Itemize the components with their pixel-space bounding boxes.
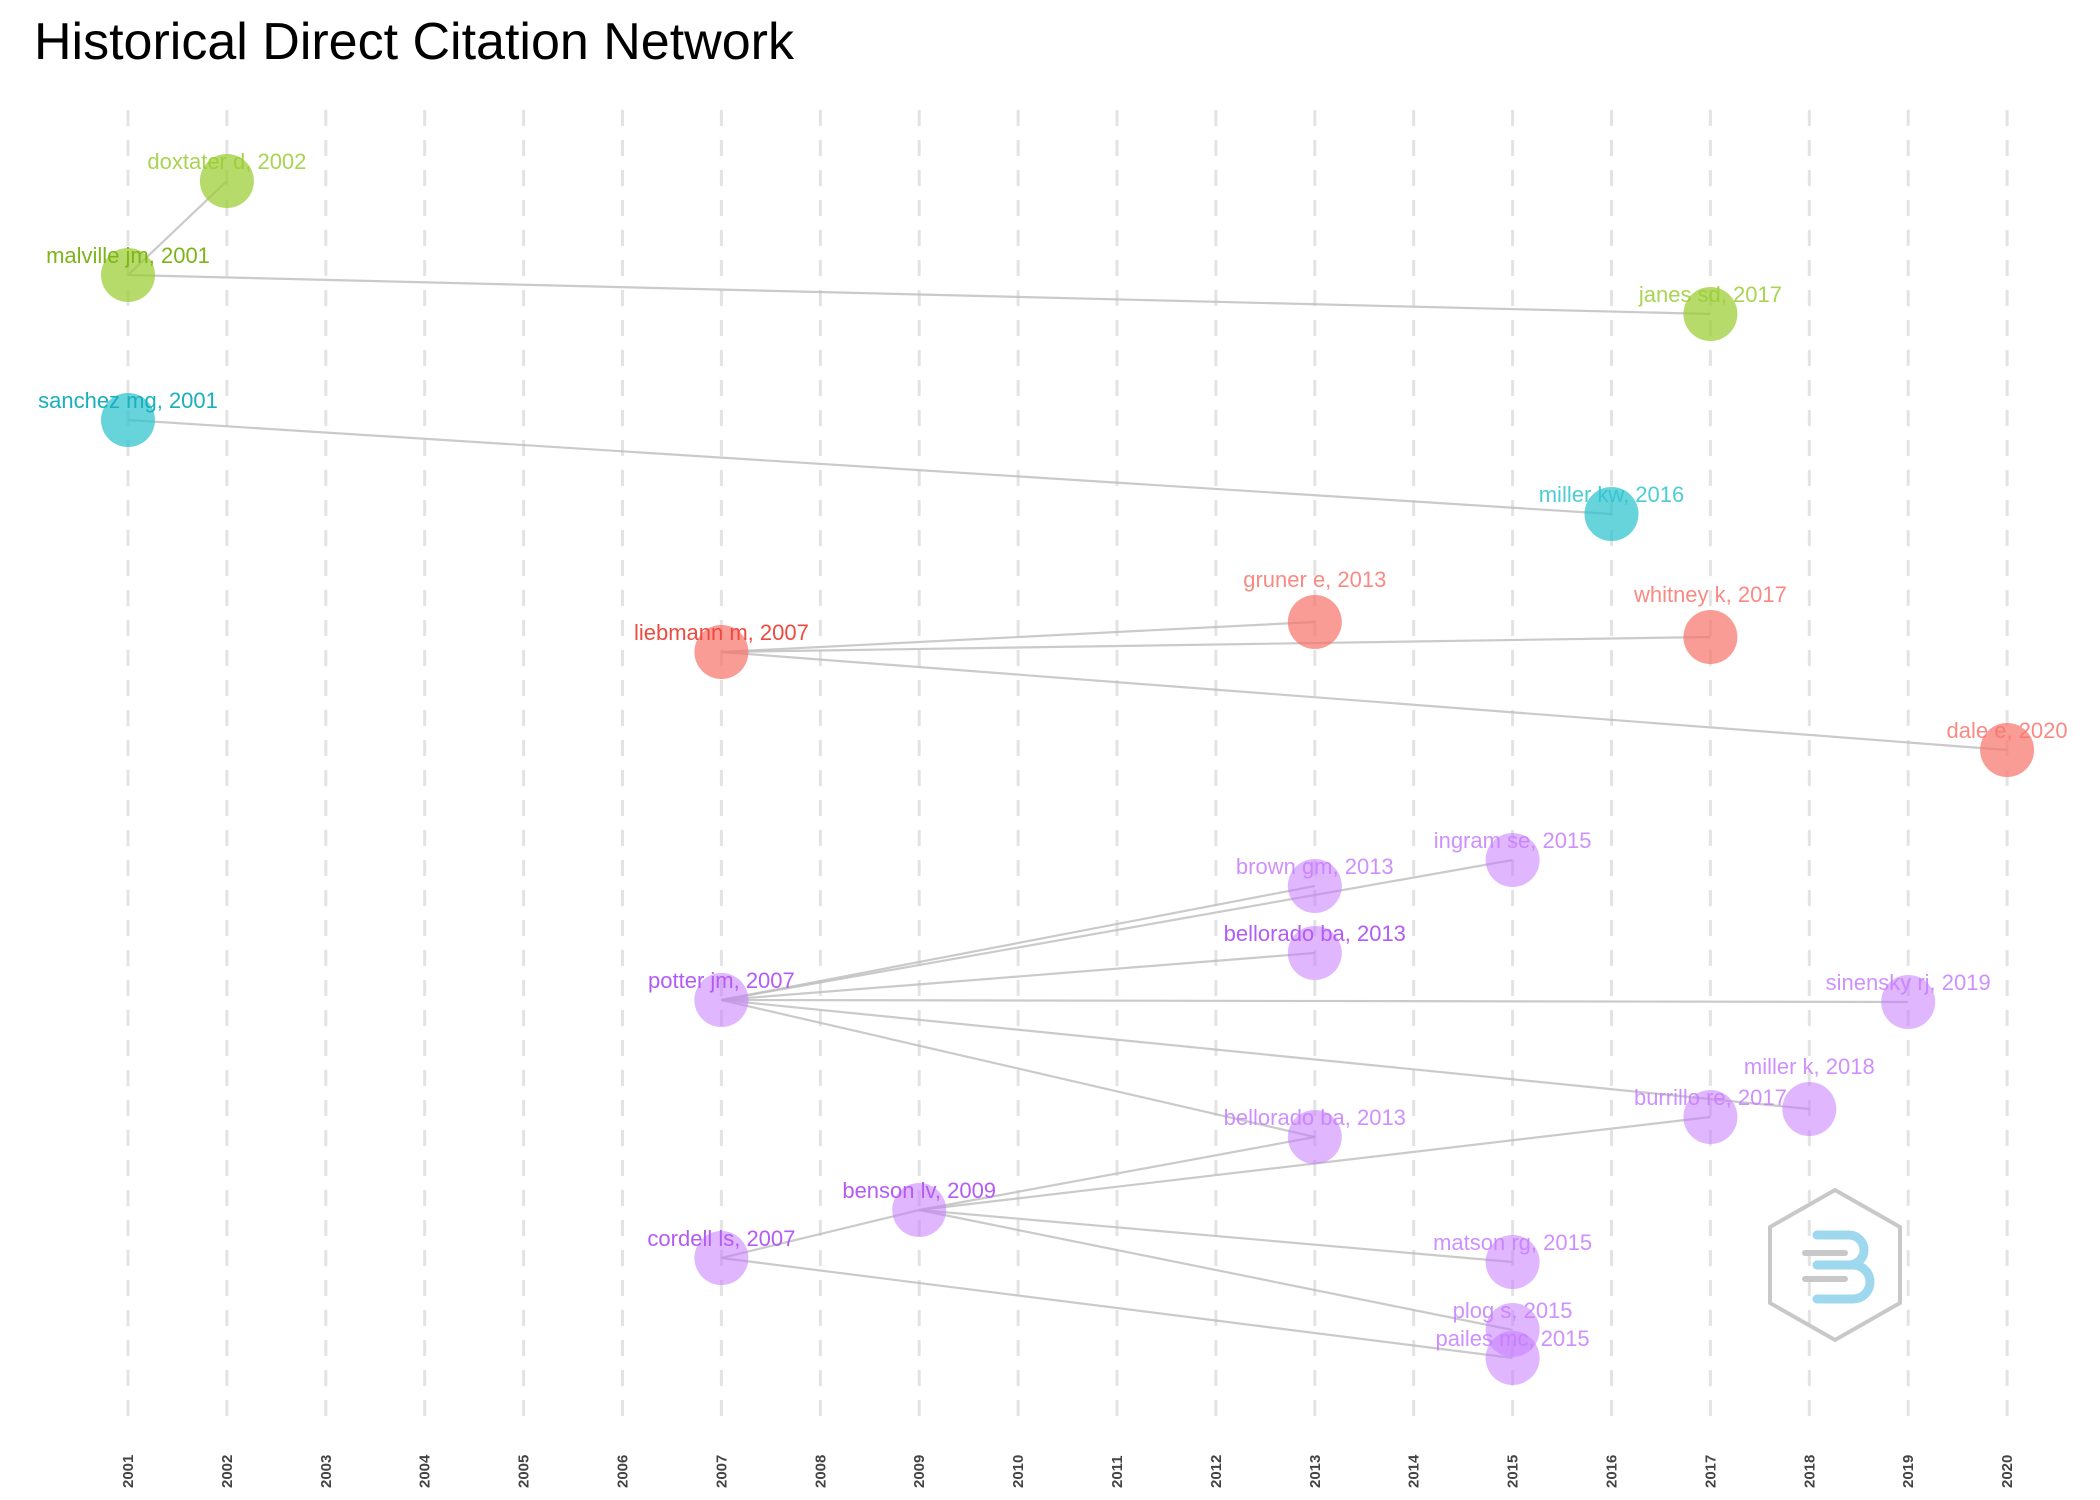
- citation-edge: [721, 650, 2008, 752]
- year-tick-label: 2018: [1801, 1455, 1818, 1488]
- paper-node-liebmann[interactable]: [694, 625, 749, 679]
- paper-node-sanchez[interactable]: [101, 393, 155, 447]
- year-tick-label: 2017: [1702, 1455, 1719, 1488]
- paper-label-plog: plog s, 2015: [1453, 1298, 1573, 1323]
- paper-label-brown: brown gm, 2013: [1236, 854, 1394, 879]
- year-tick-label: 2011: [1109, 1455, 1126, 1488]
- paper-label-millerk: miller k, 2018: [1744, 1054, 1875, 1079]
- paper-node-sinensky[interactable]: [1881, 975, 1936, 1029]
- year-tick-label: 2001: [120, 1455, 137, 1488]
- paper-label-malville: malville jm, 2001: [46, 243, 210, 268]
- paper-label-burrillo: burrillo re, 2017: [1634, 1085, 1787, 1110]
- citation-edge: [127, 273, 1711, 316]
- paper-label-gruner: gruner e, 2013: [1243, 567, 1386, 592]
- citation-edge: [919, 1135, 1315, 1212]
- year-tick-label: 2020: [1999, 1455, 2016, 1488]
- paper-label-liebmann: liebmann m, 2007: [634, 620, 809, 645]
- paper-label-bellorado2: bellorado ba, 2013: [1224, 1105, 1406, 1130]
- year-tick-label: 2015: [1505, 1455, 1522, 1488]
- paper-label-millerkw: miller kw, 2016: [1539, 482, 1685, 507]
- paper-node-cordell[interactable]: [694, 1231, 749, 1285]
- citation-edge: [919, 1208, 1513, 1264]
- paper-node-whitney[interactable]: [1683, 610, 1738, 664]
- paper-label-cordell: cordell ls, 2007: [647, 1226, 795, 1251]
- paper-label-whitney: whitney k, 2017: [1633, 582, 1787, 607]
- year-axis: 2001 2002 2003 2004 2005 2006 2007 2008 2009 2010…: [120, 1454, 2016, 1488]
- citation-edge: [721, 1208, 920, 1260]
- citation-edge: [721, 998, 1810, 1111]
- year-tick-label: 2010: [1010, 1455, 1027, 1488]
- paper-node-burrillo[interactable]: [1683, 1090, 1738, 1144]
- paper-node-bellorado1[interactable]: [1287, 926, 1342, 980]
- citation-edge: [127, 418, 1612, 516]
- paper-label-pailes: pailes mc, 2015: [1436, 1326, 1590, 1351]
- paper-label-doxtater: doxtater d, 2002: [147, 149, 306, 174]
- year-tick-label: 2007: [713, 1455, 730, 1488]
- citation-edge: [721, 884, 1316, 1002]
- citation-edge: [721, 620, 1315, 654]
- paper-label-sanchez: sanchez mg, 2001: [38, 388, 218, 413]
- year-tick-label: 2014: [1406, 1454, 1423, 1488]
- paper-node-dale[interactable]: [1980, 723, 2035, 777]
- year-tick-label: 2012: [1208, 1455, 1225, 1488]
- citation-edge: [721, 998, 1316, 1139]
- paper-label-potter: potter jm, 2007: [648, 968, 795, 993]
- citation-edges: [127, 180, 2008, 1360]
- paper-label-benson: benson lv, 2009: [842, 1178, 996, 1203]
- year-tick-label: 2009: [911, 1455, 928, 1488]
- paper-label-dale: dale e, 2020: [1947, 718, 2068, 743]
- paper-node-brown[interactable]: [1287, 859, 1342, 913]
- page-title: Historical Direct Citation Network: [34, 13, 794, 71]
- year-tick-label: 2004: [417, 1454, 434, 1488]
- paper-node-pailes[interactable]: [1485, 1331, 1540, 1385]
- citation-edge: [721, 858, 1513, 1002]
- paper-node-gruner[interactable]: [1287, 595, 1342, 649]
- year-tick-label: 2013: [1307, 1455, 1324, 1488]
- year-tick-label: 2003: [318, 1455, 335, 1488]
- citation-edge: [721, 951, 1315, 1002]
- paper-node-bellorado2[interactable]: [1287, 1110, 1342, 1164]
- paper-node-millerk[interactable]: [1782, 1082, 1837, 1136]
- paper-nodes: [101, 154, 2035, 1385]
- paper-node-benson[interactable]: [892, 1183, 947, 1237]
- year-tick-label: 2019: [1900, 1455, 1917, 1488]
- paper-node-janes[interactable]: [1683, 287, 1738, 341]
- paper-label-janes: janes sd, 2017: [1638, 282, 1782, 307]
- paper-node-doxtater[interactable]: [199, 154, 254, 208]
- bibliometrix-logo: [1768, 1187, 1902, 1343]
- year-tick-label: 2006: [615, 1455, 632, 1488]
- citation-edge: [721, 1256, 1513, 1360]
- citation-edge: [918, 1208, 1513, 1332]
- paper-node-millerkw[interactable]: [1584, 487, 1639, 541]
- paper-node-malville[interactable]: [101, 248, 155, 302]
- year-tick-label: 2005: [516, 1455, 533, 1488]
- citation-edge: [721, 635, 1711, 654]
- year-tick-label: 2002: [219, 1455, 236, 1488]
- paper-labels: doxtater d, 2002 malville jm, 2001 janes s…: [38, 149, 2068, 1351]
- citation-edge: [721, 998, 1909, 1004]
- year-tick-label: 2016: [1604, 1455, 1621, 1488]
- year-tick-label: 2008: [812, 1455, 829, 1488]
- paper-label-ingram: ingram se, 2015: [1434, 828, 1592, 853]
- paper-node-matson[interactable]: [1485, 1235, 1540, 1289]
- paper-label-bellorado1: bellorado ba, 2013: [1224, 921, 1406, 946]
- paper-node-ingram[interactable]: [1485, 833, 1540, 887]
- paper-label-sinensky: sinensky rj, 2019: [1826, 970, 1991, 995]
- paper-node-potter[interactable]: [694, 973, 749, 1027]
- paper-label-matson: matson rg, 2015: [1433, 1230, 1592, 1255]
